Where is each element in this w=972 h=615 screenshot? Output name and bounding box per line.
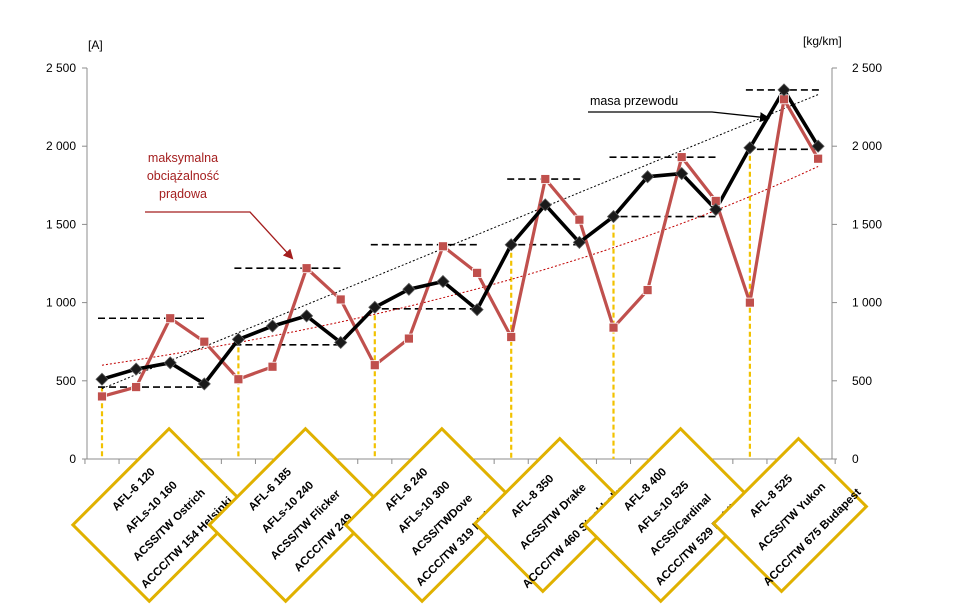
current-annotation-line-3: prądowa bbox=[159, 187, 207, 201]
mass-point bbox=[231, 332, 245, 346]
current-point bbox=[301, 263, 312, 274]
mass-point bbox=[777, 83, 791, 97]
right-tick-label: 2 500 bbox=[852, 61, 882, 75]
current-point bbox=[199, 336, 210, 347]
mass-point bbox=[811, 139, 825, 153]
mass-point bbox=[300, 309, 314, 323]
trendline bbox=[101, 94, 819, 390]
mass-point bbox=[572, 235, 586, 249]
category-group-frame bbox=[582, 426, 760, 604]
current-point bbox=[165, 313, 176, 324]
mass-point bbox=[504, 238, 518, 252]
series-markers bbox=[95, 83, 825, 402]
current-point bbox=[369, 360, 380, 371]
mass-annotation-label: masa przewodu bbox=[590, 94, 678, 108]
current-point bbox=[813, 153, 823, 164]
current-point bbox=[472, 267, 483, 278]
current-point bbox=[233, 374, 244, 385]
current-point bbox=[642, 285, 653, 295]
mass-point bbox=[675, 167, 689, 181]
left-tick-label: 1 500 bbox=[46, 217, 76, 231]
mass-point bbox=[538, 198, 552, 212]
left-tick-label: 1 000 bbox=[46, 296, 76, 310]
current-point bbox=[403, 333, 414, 344]
right-tick-label: 1 500 bbox=[852, 217, 882, 231]
series-lines bbox=[101, 88, 820, 398]
current-annotation-line-2: obciążalność bbox=[147, 169, 219, 183]
current-point bbox=[676, 152, 687, 163]
current-annotation: maksymalna obciążalność prądowa bbox=[145, 151, 294, 260]
left-tick-labels: 0 500 1 000 1 500 2 000 2 500 bbox=[46, 61, 87, 466]
current-series-line bbox=[101, 97, 820, 398]
mass-point bbox=[334, 335, 348, 350]
current-point bbox=[335, 294, 346, 305]
category-group-frame bbox=[472, 436, 630, 594]
current-annotation-line-1: maksymalna bbox=[148, 151, 218, 165]
mass-point bbox=[470, 303, 484, 317]
current-point bbox=[608, 322, 619, 333]
mass-point bbox=[436, 274, 450, 289]
category-group-frame bbox=[207, 426, 384, 604]
mass-point bbox=[129, 362, 143, 376]
right-tick-label: 2 000 bbox=[852, 139, 882, 153]
mass-point bbox=[265, 319, 280, 333]
current-point bbox=[540, 174, 551, 184]
right-tick-label: 0 bbox=[852, 452, 859, 466]
current-point bbox=[131, 382, 142, 392]
mass-series-line bbox=[101, 88, 820, 386]
mass-point bbox=[743, 141, 757, 155]
mass-annotation: masa przewodu bbox=[588, 94, 770, 123]
mass-annotation-arrow bbox=[588, 111, 770, 123]
mass-point bbox=[95, 372, 109, 386]
current-point bbox=[438, 241, 448, 252]
right-axis-unit: [kg/km] bbox=[803, 34, 842, 48]
current-annotation-arrow bbox=[145, 211, 294, 260]
right-tick-label: 1 000 bbox=[852, 296, 882, 310]
category-group-frame bbox=[70, 426, 248, 604]
category-group-frame bbox=[343, 426, 521, 604]
left-tick-label: 2 500 bbox=[46, 61, 76, 75]
right-tick-labels: 0 500 1 000 1 500 2 000 2 500 bbox=[832, 61, 882, 466]
category-group-frame bbox=[711, 436, 869, 594]
current-point bbox=[506, 332, 517, 342]
left-tick-label: 0 bbox=[69, 452, 76, 466]
current-point bbox=[97, 391, 107, 402]
mass-point bbox=[606, 210, 621, 224]
current-point bbox=[574, 214, 585, 225]
mass-point bbox=[368, 300, 382, 314]
mass-point bbox=[197, 377, 211, 391]
current-point bbox=[267, 361, 278, 372]
mass-point bbox=[641, 170, 655, 184]
left-axis-unit: [A] bbox=[88, 38, 103, 52]
mass-point bbox=[163, 356, 177, 370]
left-tick-label: 500 bbox=[56, 374, 76, 388]
droplines bbox=[100, 147, 752, 459]
current-point bbox=[745, 297, 755, 308]
right-tick-label: 500 bbox=[852, 374, 872, 388]
trendlines bbox=[101, 94, 819, 390]
mass-point bbox=[402, 282, 416, 296]
mass-point bbox=[709, 202, 723, 217]
left-tick-label: 2 000 bbox=[46, 139, 76, 153]
